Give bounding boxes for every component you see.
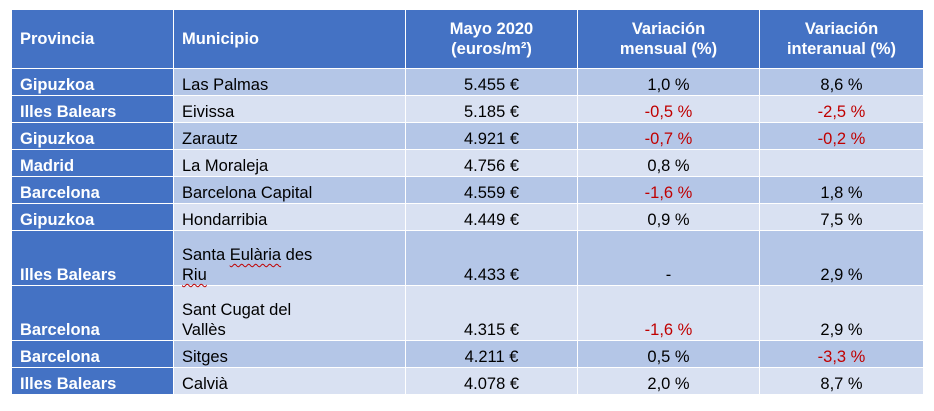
cell-municipio: Calvià [173,367,406,395]
table-row: Madrid La Moraleja 4.756 € 0,8 % [11,149,924,177]
municipio-text: des [281,246,313,264]
cell-provincia: Madrid [11,149,174,177]
cell-municipio: Hondarribia [173,203,406,231]
cell-mensual: - [577,230,760,286]
municipio-text: Santa [182,246,230,264]
cell-interanual: 2,9 % [759,285,924,341]
cell-provincia: Barcelona [11,285,174,341]
header-mayo-line1: Mayo 2020 [449,20,534,38]
header-mensual-line1: Variación [631,20,706,38]
cell-interanual [759,149,924,177]
cell-interanual: 7,5 % [759,203,924,231]
cell-municipio: La Moraleja [173,149,406,177]
cell-interanual: -2,5 % [759,95,924,123]
cell-interanual: -3,3 % [759,340,924,368]
table-row: Barcelona Barcelona Capital 4.559 € -1,6… [11,176,924,204]
cell-precio: 4.315 € [405,285,578,341]
cell-interanual: 8,6 % [759,68,924,96]
cell-provincia: Illes Balears [11,367,174,395]
cell-interanual: 1,8 % [759,176,924,204]
cell-precio: 5.455 € [405,68,578,96]
spellcheck-word: Eulària [229,246,282,264]
cell-provincia: Illes Balears [11,95,174,123]
cell-mensual: 0,8 % [577,149,760,177]
table-row: Illes Balears Calvià 4.078 € 2,0 % 8,7 % [11,367,924,395]
header-variacion-mensual: Variación mensual (%) [577,9,760,69]
cell-precio: 4.756 € [405,149,578,177]
header-row: Provincia Municipio Mayo 2020 (euros/m²)… [11,9,924,69]
cell-precio: 5.185 € [405,95,578,123]
cell-provincia: Illes Balears [11,230,174,286]
cell-mensual: -1,6 % [577,285,760,341]
cell-provincia: Gipuzkoa [11,203,174,231]
cell-precio: 4.921 € [405,122,578,150]
table-row: Illes Balears Eivissa 5.185 € -0,5 % -2,… [11,95,924,123]
cell-municipio: Las Palmas [173,68,406,96]
price-table-container: Provincia Municipio Mayo 2020 (euros/m²)… [11,9,924,395]
spellcheck-word: Riu [182,266,207,284]
header-mayo-2020: Mayo 2020 (euros/m²) [405,9,578,69]
cell-municipio: Sitges [173,340,406,368]
cell-municipio: Santa Eulària des Riu [173,230,406,286]
header-variacion-interanual: Variación interanual (%) [759,9,924,69]
cell-interanual: -0,2 % [759,122,924,150]
cell-interanual: 2,9 % [759,230,924,286]
table-row: Barcelona Sant Cugat del Vallès 4.315 € -… [11,285,924,341]
cell-provincia: Barcelona [11,176,174,204]
header-interanual-line2: interanual (%) [786,40,897,58]
municipio-line2: Vallès [182,321,226,339]
cell-municipio: Sant Cugat del Vallès [173,285,406,341]
cell-provincia: Gipuzkoa [11,68,174,96]
header-municipio: Municipio [173,9,406,69]
cell-mensual: -0,5 % [577,95,760,123]
header-interanual-line1: Variación [804,20,879,38]
cell-provincia: Barcelona [11,340,174,368]
cell-mensual: 0,9 % [577,203,760,231]
cell-precio: 4.078 € [405,367,578,395]
cell-municipio: Barcelona Capital [173,176,406,204]
cell-interanual: 8,7 % [759,367,924,395]
cell-precio: 4.559 € [405,176,578,204]
price-table: Provincia Municipio Mayo 2020 (euros/m²)… [11,9,924,395]
municipio-line1: Sant Cugat del [182,301,292,319]
cell-provincia: Gipuzkoa [11,122,174,150]
cell-mensual: -0,7 % [577,122,760,150]
cell-precio: 4.433 € [405,230,578,286]
cell-mensual: 0,5 % [577,340,760,368]
header-mensual-line2: mensual (%) [619,40,718,58]
table-row: Gipuzkoa Hondarribia 4.449 € 0,9 % 7,5 % [11,203,924,231]
header-provincia: Provincia [11,9,174,69]
cell-municipio: Zarautz [173,122,406,150]
cell-mensual: 2,0 % [577,367,760,395]
cell-mensual: 1,0 % [577,68,760,96]
cell-precio: 4.449 € [405,203,578,231]
table-row: Illes Balears Santa Eulària des Riu 4.433… [11,230,924,286]
header-mayo-line2: (euros/m²) [451,40,532,58]
cell-municipio: Eivissa [173,95,406,123]
cell-precio: 4.211 € [405,340,578,368]
table-row: Gipuzkoa Zarautz 4.921 € -0,7 % -0,2 % [11,122,924,150]
table-row: Barcelona Sitges 4.211 € 0,5 % -3,3 % [11,340,924,368]
table-row: Gipuzkoa Las Palmas 5.455 € 1,0 % 8,6 % [11,68,924,96]
cell-mensual: -1,6 % [577,176,760,204]
